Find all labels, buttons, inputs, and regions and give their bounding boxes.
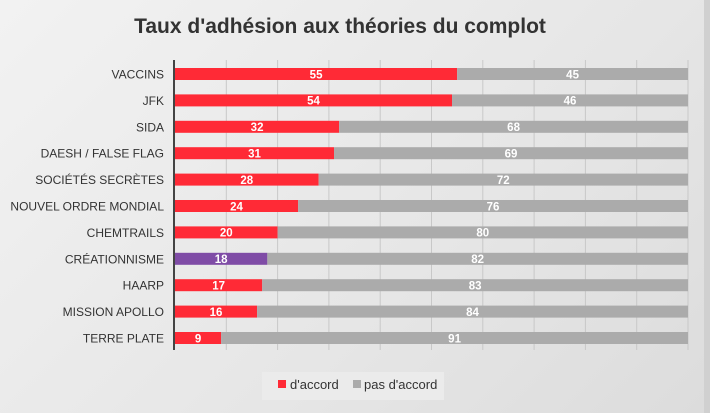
bar-accord (175, 120, 340, 133)
bar-accord (175, 279, 263, 292)
bar-pas-accord (257, 305, 688, 318)
data-label: 17 (212, 281, 225, 293)
bar-pas-accord (262, 279, 688, 292)
right-edge (704, 0, 710, 413)
bar-pas-accord (318, 173, 688, 186)
bar-accord (175, 68, 458, 80)
bar-pas-accord (339, 120, 688, 133)
bar-accord (175, 252, 268, 265)
data-label: 83 (469, 281, 482, 293)
legend-label-pas-accord: pas d'accord (364, 377, 437, 392)
data-label: 9 (195, 333, 201, 345)
legend-swatch-accord (278, 380, 286, 388)
bar-pas-accord (334, 147, 688, 160)
bar-accord (175, 226, 278, 239)
data-label: 18 (215, 254, 228, 266)
bar-accord (175, 94, 453, 107)
category-label: DAESH / FALSE FLAG (41, 147, 164, 161)
data-label: 76 (487, 201, 500, 213)
data-label: 80 (476, 228, 489, 240)
bar-accord (175, 173, 319, 186)
data-label: 54 (307, 96, 320, 108)
category-label: NOUVEL ORDRE MONDIAL (10, 200, 164, 214)
category-label: HAARP (123, 279, 164, 293)
bar-pas-accord (298, 200, 688, 212)
data-label: 24 (230, 201, 243, 213)
bar-pas-accord (452, 94, 688, 107)
chart-title: Taux d'adhésion aux théories du complot (134, 15, 546, 38)
data-label: 55 (310, 69, 323, 81)
category-label: CHEMTRAILS (87, 226, 164, 240)
data-label: 84 (466, 307, 479, 319)
bar-accord (175, 332, 222, 344)
data-label: 45 (566, 69, 579, 81)
bar-pas-accord (277, 226, 688, 239)
data-label: 28 (240, 175, 253, 187)
category-label: SOCIÉTÉS SECRÈTES (35, 172, 164, 187)
legend-label-accord: d'accord (290, 377, 339, 392)
bar-accord (175, 305, 258, 318)
bar-pas-accord (221, 332, 689, 344)
data-label: 16 (210, 307, 223, 319)
data-label: 82 (471, 254, 484, 266)
category-label: SIDA (136, 120, 164, 134)
data-label: 69 (505, 149, 518, 161)
data-label: 68 (507, 122, 520, 134)
category-label: CRÉATIONNISME (65, 251, 164, 266)
legend-swatch-pas-accord (353, 380, 361, 388)
bar-pas-accord (457, 68, 688, 80)
bar-accord (175, 147, 335, 160)
data-label: 32 (251, 122, 264, 134)
category-label: JFK (143, 94, 164, 108)
data-label: 46 (564, 96, 577, 108)
bar-accord (175, 200, 299, 212)
bar-pas-accord (267, 252, 688, 265)
category-label: MISSION APOLLO (63, 305, 164, 319)
category-label: TERRE PLATE (83, 332, 164, 346)
category-label: VACCINS (112, 68, 164, 82)
data-label: 31 (248, 149, 261, 161)
data-label: 72 (497, 175, 510, 187)
legend: d'accord pas d'accord (262, 372, 444, 400)
data-label: 20 (220, 228, 233, 240)
data-label: 91 (448, 333, 461, 345)
